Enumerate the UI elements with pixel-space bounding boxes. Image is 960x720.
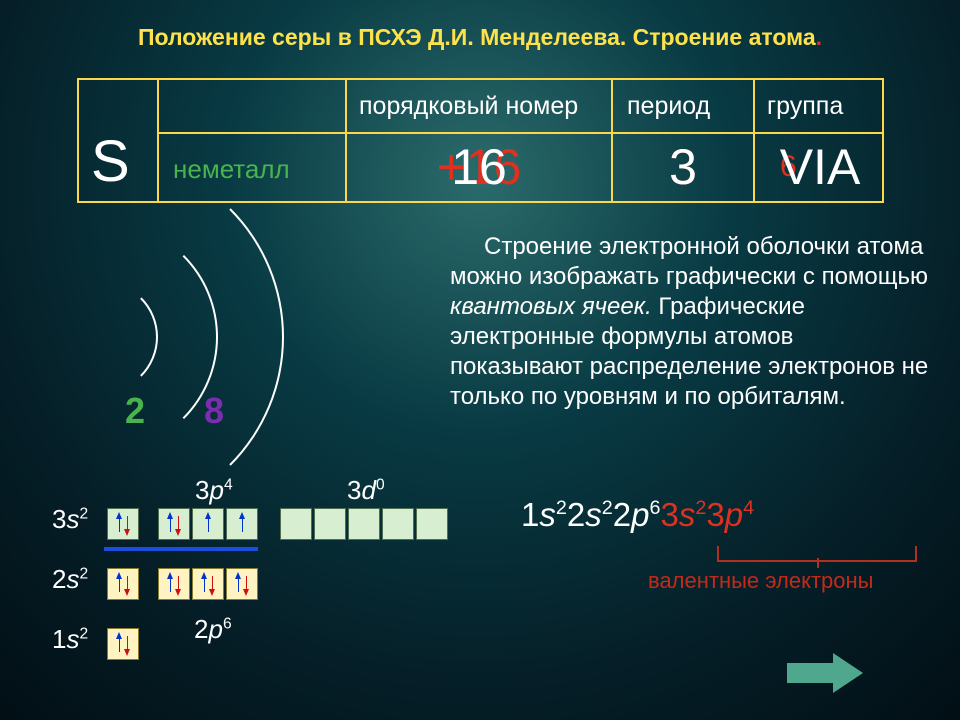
orbital-group (107, 628, 139, 660)
spin-up-icon (168, 513, 173, 535)
orbital-label: 1s2 (52, 624, 88, 655)
table-divider (157, 132, 882, 134)
spin-down-icon (125, 573, 130, 595)
para-ital: квантовых ячеек. (450, 293, 652, 320)
slide-root: Положение серы в ПСХЭ Д.И. Менделеева. С… (0, 0, 960, 720)
econf-term: 3s2 (660, 496, 706, 533)
header-atomic-number: порядковый номер (359, 92, 578, 121)
spin-up-icon (117, 573, 122, 595)
cell-group: 6 VIA (761, 138, 879, 196)
orbital-group (107, 568, 139, 600)
description-paragraph: Строение электронной оболочки атома можн… (450, 232, 933, 412)
orbital-cell (192, 568, 224, 600)
spin-down-icon (176, 573, 181, 595)
cell-atomic-number: +16 16 (355, 138, 603, 196)
orbital-cell (158, 508, 190, 540)
para-pre: Строение электронной оболочки атома можн… (450, 233, 928, 290)
econf-term: 2p6 (613, 496, 661, 533)
valence-label: валентные электроны (648, 568, 873, 594)
table-divider (611, 80, 613, 201)
electron-configuration: 1s22s22p63s23p4 (521, 496, 754, 534)
orbital-cell (348, 508, 380, 540)
shell-count: 8 (204, 390, 224, 432)
arrow-head (833, 653, 863, 693)
orbital-label: 3p4 (195, 475, 233, 506)
orbital-cell (192, 508, 224, 540)
spin-down-icon (210, 573, 215, 595)
header-group: группа (767, 92, 843, 121)
cell-period: 3 3 (619, 138, 747, 196)
spin-down-icon (176, 513, 181, 535)
spin-up-icon (168, 573, 173, 595)
shell-count: 2 (125, 390, 145, 432)
spin-up-icon (206, 513, 211, 535)
orbital-cell (280, 508, 312, 540)
orbital-cell (382, 508, 414, 540)
period-over: 3 (619, 138, 747, 196)
spin-down-icon (244, 573, 249, 595)
orbital-label: 2s2 (52, 564, 88, 595)
spin-down-icon (125, 513, 130, 535)
spin-up-icon (117, 633, 122, 655)
econf-term: 1s2 (521, 496, 567, 533)
header-period: период (627, 92, 710, 121)
next-arrow-icon[interactable] (787, 653, 867, 693)
atomic-number-over: 16 (355, 138, 603, 196)
slide-title: Положение серы в ПСХЭ Д.И. Менделеева. С… (0, 24, 960, 51)
orbital-group (280, 508, 448, 540)
orbital-cell (158, 568, 190, 600)
orbital-cell (107, 508, 139, 540)
orbital-label: 3s2 (52, 504, 88, 535)
table-divider (345, 80, 347, 201)
econf-term: 3p4 (706, 496, 754, 533)
spin-down-icon (125, 633, 130, 655)
group-over: VIA (761, 138, 879, 196)
orbital-group (158, 568, 258, 600)
valence-underline (104, 547, 258, 551)
shell-arc (0, 155, 284, 519)
title-dot: . (816, 24, 822, 50)
spin-up-icon (117, 513, 122, 535)
orbital-cell (226, 508, 258, 540)
orbital-cell (416, 508, 448, 540)
title-text: Положение серы в ПСХЭ Д.И. Менделеева. С… (138, 24, 816, 50)
orbital-cell (226, 568, 258, 600)
econf-term: 2s2 (567, 496, 613, 533)
orbital-cell (314, 508, 346, 540)
table-divider (753, 80, 755, 201)
spin-up-icon (236, 573, 241, 595)
orbital-group (158, 508, 258, 540)
orbital-group (107, 508, 139, 540)
orbital-cell (107, 568, 139, 600)
orbital-cell (107, 628, 139, 660)
spin-up-icon (202, 573, 207, 595)
orbital-label: 2p6 (194, 614, 232, 645)
arrow-stem (787, 663, 835, 683)
spin-up-icon (240, 513, 245, 535)
valence-bracket (717, 546, 917, 562)
orbital-label: 3d0 (347, 475, 385, 506)
